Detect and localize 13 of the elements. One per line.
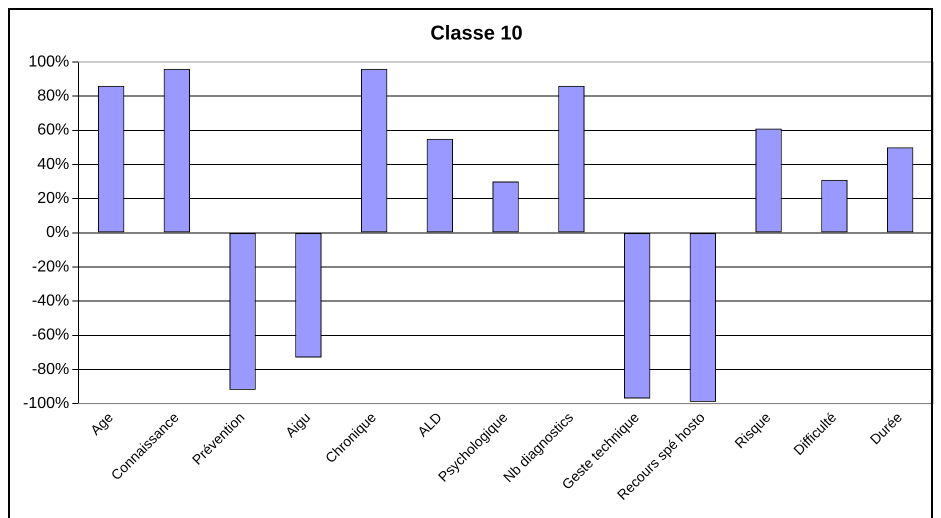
x-tick-label: Age — [87, 408, 116, 438]
y-tick-label: -80% — [32, 360, 70, 378]
y-tick-label: 20% — [37, 190, 70, 208]
y-tick-label: -60% — [32, 326, 70, 344]
y-tick-label: -40% — [32, 292, 70, 310]
chart-title: Classe 10 — [430, 22, 523, 45]
y-tick-label: 60% — [37, 122, 70, 139]
y-tick-label: 40% — [37, 156, 70, 173]
y-tick-label: 100% — [28, 53, 70, 70]
y-tick-label: 0% — [46, 224, 70, 242]
y-tick-label: -100% — [23, 394, 70, 412]
y-tick-label: 80% — [37, 88, 70, 105]
y-tick-label: -20% — [32, 258, 70, 276]
